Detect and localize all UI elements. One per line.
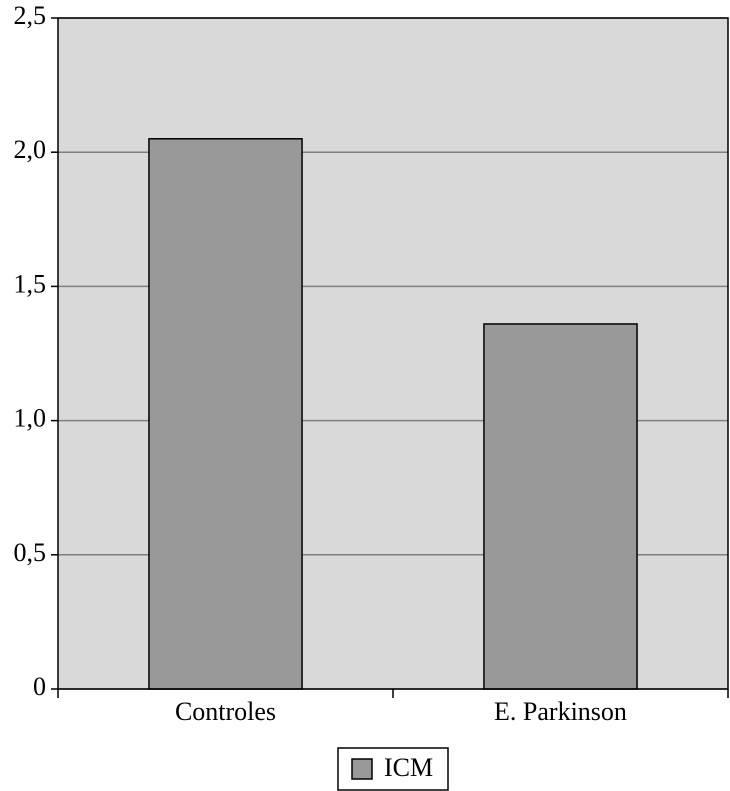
y-tick-label: 0,5 <box>14 538 47 567</box>
bar <box>483 323 638 690</box>
y-tick-label: 1,0 <box>14 404 47 433</box>
y-tick-label: 0 <box>33 672 46 701</box>
legend-label: ICM <box>384 753 433 782</box>
y-tick-label: 2,0 <box>14 135 47 164</box>
legend-box <box>337 747 449 791</box>
bar <box>148 138 303 690</box>
x-tick-label: Controles <box>175 697 276 726</box>
y-tick-label: 1,5 <box>14 269 47 298</box>
x-tick-label: E. Parkinson <box>494 697 627 726</box>
y-tick-label: 2,5 <box>14 1 47 30</box>
plot-border <box>57 17 729 690</box>
legend-swatch <box>351 758 373 780</box>
